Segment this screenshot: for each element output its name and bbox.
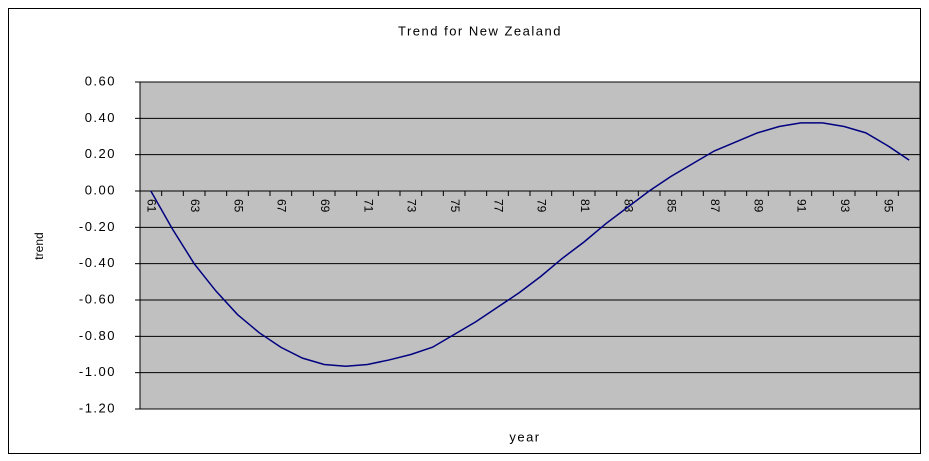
x-tick-label: 65 [231, 199, 245, 213]
trend-line [150, 122, 910, 368]
x-tick-label: 87 [708, 199, 722, 213]
x-axis-label: year [509, 429, 540, 444]
x-tick-label: 93 [838, 199, 852, 213]
x-tick-label: 67 [275, 199, 289, 213]
x-tick-label: 85 [665, 199, 679, 213]
x-tick-label: 73 [405, 199, 419, 213]
y-tick-label: 0.40 [85, 110, 116, 125]
y-tick-label: 0.20 [85, 146, 116, 161]
y-tick-label: 0.00 [85, 182, 116, 197]
x-tick-label: 75 [448, 199, 462, 213]
y-tick-label: -1.00 [79, 364, 116, 379]
x-tick-label: 79 [535, 199, 549, 213]
y-tick-label: -0.20 [79, 219, 116, 234]
x-tick-label: 71 [361, 199, 375, 213]
x-tick-label: 77 [491, 199, 505, 213]
y-tick-label: -0.80 [79, 328, 116, 343]
x-tick-label: 81 [578, 199, 592, 213]
x-tick-label: 69 [318, 199, 332, 213]
chart-title: Trend for New Zealand [398, 23, 562, 38]
y-tick-label: -1.20 [79, 400, 116, 415]
x-tick-label: 95 [881, 199, 895, 213]
x-tick-label: 91 [795, 199, 809, 213]
y-tick-label: -0.40 [79, 255, 116, 270]
y-tick-label: -0.60 [79, 291, 116, 306]
y-axis-label: trend [32, 232, 46, 259]
x-tick-label: 89 [751, 199, 765, 213]
x-tick-label: 63 [188, 199, 202, 213]
x-tick-label: 61 [145, 199, 159, 213]
plot-area [139, 81, 921, 410]
y-tick-label: 0.60 [85, 73, 116, 88]
